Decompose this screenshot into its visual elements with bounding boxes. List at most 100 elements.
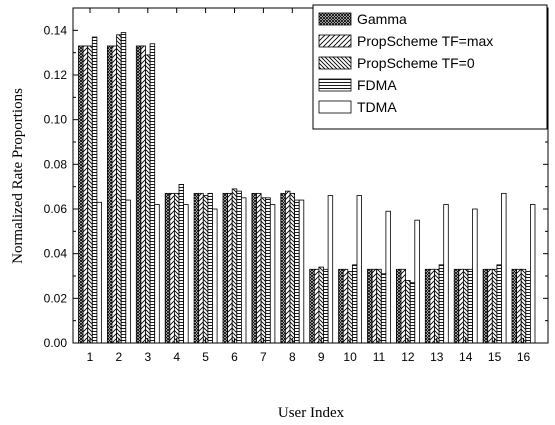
bar-propscheme-tf-max-user-1 — [82, 45, 89, 344]
legend: Gamma PropScheme TF=max PropScheme TF=0 FDM… — [312, 4, 548, 130]
bar-gamma-user-16 — [511, 268, 517, 344]
y-tick-label: 0.06 — [44, 202, 68, 216]
bar-propscheme-tf-max-user-8 — [284, 190, 291, 344]
legend-items: Gamma PropScheme TF=max PropScheme TF=0 FDM… — [318, 11, 493, 115]
bar-tdma-user-5 — [212, 208, 218, 344]
bar-tdma-user-3 — [154, 204, 160, 344]
bar-gamma-user-11 — [367, 268, 373, 344]
bar-propscheme-tf-0-user-12 — [405, 280, 411, 344]
legend-label: Gamma — [357, 11, 407, 27]
bar-propscheme-tf-max-user-9 — [313, 268, 320, 344]
legend-box — [312, 4, 548, 130]
x-tick-label: 8 — [289, 350, 296, 364]
bar-propscheme-tf-0-user-4 — [173, 192, 180, 344]
bar-gamma-user-4 — [164, 192, 171, 344]
bar-propscheme-tf-0-user-6 — [231, 188, 238, 344]
bar-propscheme-tf-max-user-11 — [371, 268, 378, 344]
y-tick-label: 0.08 — [44, 157, 68, 171]
bar-tdma-user-10 — [356, 195, 362, 344]
x-axis-label: User Index — [278, 405, 345, 421]
bar-gamma-user-14 — [453, 268, 460, 344]
bar-fdma-user-5 — [207, 192, 213, 344]
bar-gamma-user-1 — [78, 45, 84, 344]
x-tick-label: 13 — [430, 350, 444, 364]
x-tick-label: 12 — [401, 350, 415, 364]
bar-propscheme-tf-max-user-14 — [458, 268, 464, 344]
bar-tdma-user-6 — [240, 197, 247, 344]
bar-fdma-user-7 — [265, 197, 271, 344]
bar-tdma-user-15 — [501, 192, 507, 344]
x-tick-label: 15 — [488, 350, 502, 364]
bar-fdma-user-15 — [496, 264, 502, 344]
bar-tdma-user-2 — [125, 199, 131, 344]
bar-propscheme-tf-0-user-8 — [289, 192, 295, 344]
bar-propscheme-tf-0-user-16 — [520, 268, 527, 344]
legend-swatch-propscheme-tf-0 — [318, 56, 352, 70]
y-tick-label: 0.02 — [44, 291, 68, 305]
x-tick-label: 10 — [343, 350, 357, 364]
y-tick-label: 0.12 — [44, 68, 68, 82]
bar-propscheme-tf-max-user-2 — [111, 45, 117, 344]
bars-layer — [78, 32, 536, 344]
x-tick-label: 7 — [260, 350, 267, 364]
bar-propscheme-tf-max-user-5 — [198, 192, 204, 344]
bar-propscheme-tf-max-user-4 — [169, 192, 175, 344]
bar-gamma-user-7 — [251, 192, 257, 344]
bar-fdma-user-11 — [380, 273, 387, 344]
bar-gamma-user-15 — [482, 268, 489, 344]
bar-gamma-user-3 — [135, 45, 142, 344]
legend-label: PropScheme TF=max — [357, 33, 493, 49]
bar-fdma-user-1 — [91, 36, 98, 344]
bar-propscheme-tf-max-user-7 — [256, 192, 262, 344]
x-tick-label: 14 — [459, 350, 473, 364]
bar-fdma-user-9 — [323, 268, 329, 344]
x-tick-label: 5 — [202, 350, 209, 364]
bar-propscheme-tf-0-user-1 — [87, 45, 93, 344]
bar-gamma-user-9 — [309, 268, 315, 344]
bar-propscheme-tf-0-user-14 — [462, 268, 469, 344]
x-tick-label: 4 — [173, 350, 180, 364]
legend-swatch-gamma — [318, 12, 352, 26]
bar-tdma-user-12 — [414, 219, 420, 344]
bar-fdma-user-4 — [178, 184, 184, 344]
bar-fdma-user-2 — [120, 32, 127, 344]
bar-tdma-user-7 — [269, 204, 276, 344]
bar-propscheme-tf-max-user-13 — [429, 268, 435, 344]
legend-label: TDMA — [357, 99, 397, 115]
bar-propscheme-tf-max-user-10 — [342, 268, 349, 344]
bar-gamma-user-12 — [395, 268, 402, 344]
bar-propscheme-tf-0-user-11 — [376, 268, 382, 344]
bar-tdma-user-16 — [530, 204, 536, 344]
bar-propscheme-tf-0-user-10 — [347, 271, 353, 344]
bar-gamma-user-10 — [338, 268, 344, 344]
plot-frame — [72, 7, 549, 344]
bar-propscheme-tf-0-user-2 — [116, 34, 122, 344]
x-tick-label: 3 — [144, 350, 151, 364]
bar-fdma-user-8 — [294, 199, 300, 344]
bar-propscheme-tf-0-user-7 — [260, 197, 267, 344]
legend-swatch-propscheme-tf-max — [318, 34, 352, 48]
bar-propscheme-tf-max-user-12 — [400, 268, 406, 344]
bar-fdma-user-16 — [525, 271, 531, 344]
y-tick-label: 0.14 — [44, 23, 68, 37]
bar-propscheme-tf-max-user-15 — [487, 268, 493, 344]
legend-swatch-tdma — [318, 100, 352, 114]
legend-swatch-fdma — [318, 78, 352, 92]
bar-gamma-user-8 — [280, 192, 286, 344]
y-axis-label: Normalized Rate Proportions — [10, 88, 26, 264]
x-tick-label: 1 — [87, 350, 94, 364]
bar-gamma-user-2 — [107, 45, 113, 344]
bar-gamma-user-13 — [424, 268, 431, 344]
bar-tdma-user-4 — [183, 204, 189, 344]
y-tick-label: 0.10 — [44, 113, 68, 127]
bar-tdma-user-1 — [96, 201, 102, 344]
bar-propscheme-tf-max-user-16 — [516, 268, 522, 344]
bar-propscheme-tf-0-user-15 — [491, 268, 498, 344]
bar-gamma-user-5 — [193, 192, 200, 344]
bar-tdma-user-11 — [385, 210, 391, 344]
bar-propscheme-tf-0-user-3 — [145, 54, 151, 344]
bar-propscheme-tf-max-user-3 — [140, 45, 146, 344]
bar-tdma-user-9 — [327, 195, 334, 344]
